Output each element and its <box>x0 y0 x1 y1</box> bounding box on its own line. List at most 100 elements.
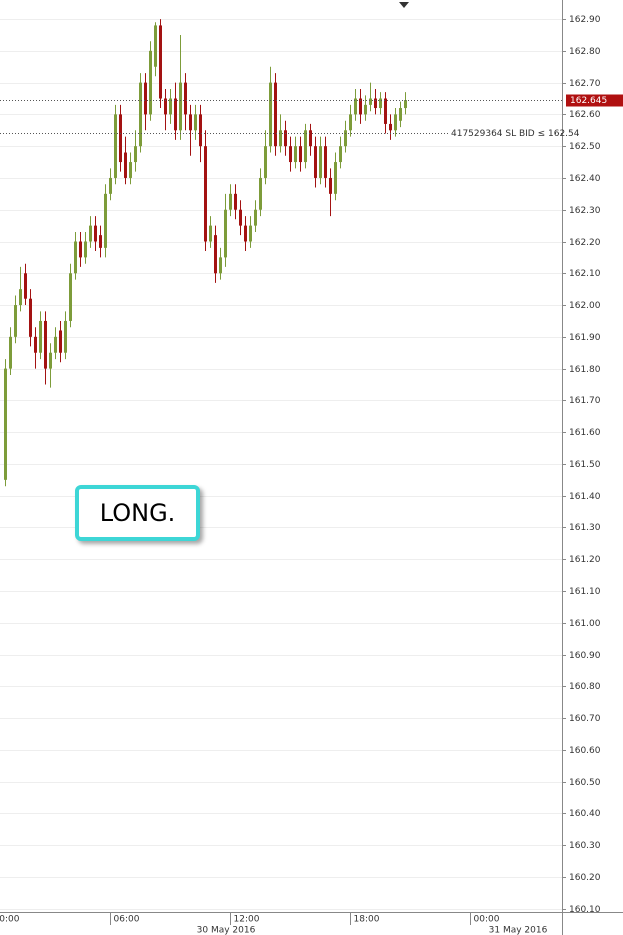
y-tick-label: 162.80 <box>569 47 601 57</box>
y-tick-label: 160.40 <box>569 809 601 819</box>
candle-body <box>299 146 302 163</box>
candle-body <box>229 193 232 210</box>
y-tick-label: 161.10 <box>569 587 601 597</box>
y-tick-label: 161.00 <box>569 619 601 629</box>
date-label: 30 May 2016 <box>197 926 256 935</box>
y-tick-label: 161.80 <box>569 365 601 375</box>
y-tick-label: 160.90 <box>569 651 601 661</box>
candle-body <box>169 98 172 115</box>
sl-label: 417529364 SL BID ≤ 162.54 <box>451 129 580 139</box>
y-tick-label: 162.90 <box>569 15 601 25</box>
candle-body <box>39 320 42 353</box>
y-tick-label: 160.80 <box>569 682 601 692</box>
candle-body <box>354 98 357 115</box>
y-tick-label: 161.40 <box>569 492 601 502</box>
candle-body <box>194 114 197 131</box>
candle-body <box>394 114 397 131</box>
candle-body <box>129 162 132 178</box>
y-tick-label: 161.60 <box>569 428 601 438</box>
candle-body <box>294 146 297 163</box>
candle-body <box>379 98 382 109</box>
candle-body <box>224 209 227 258</box>
candle-body <box>154 25 157 67</box>
candle-body <box>159 25 162 99</box>
candle-body <box>189 114 192 131</box>
y-tick-label: 160.10 <box>569 905 601 915</box>
candle-body <box>364 104 367 115</box>
x-tick-label: 18:00 <box>354 915 380 925</box>
candle-body <box>339 146 342 163</box>
candle-body <box>114 114 117 178</box>
candle-body <box>209 225 212 242</box>
y-tick-label: 162.20 <box>569 238 601 248</box>
candle-body <box>59 330 62 353</box>
candle-body <box>384 98 387 124</box>
candle-body <box>359 98 362 115</box>
y-tick-label: 160.20 <box>569 873 601 883</box>
candle-body <box>389 123 392 131</box>
candle-body <box>94 225 97 242</box>
y-tick-label: 162.70 <box>569 79 601 89</box>
candle-body <box>259 177 262 210</box>
candle-body <box>49 352 52 369</box>
y-tick-label: 161.90 <box>569 333 601 343</box>
candle-body <box>29 298 32 337</box>
candle-body <box>74 241 77 274</box>
annotation-box: LONG. <box>75 485 200 541</box>
x-tick-label: 00:00 <box>0 915 20 925</box>
candle-body <box>244 225 247 242</box>
x-tick-label: 06:00 <box>114 915 140 925</box>
candle-body <box>264 146 267 178</box>
candle-body <box>164 98 167 115</box>
x-tick-label: 00:00 <box>474 915 500 925</box>
candle-body <box>289 146 292 163</box>
candle-body <box>89 225 92 242</box>
y-tick-label: 160.30 <box>569 841 601 851</box>
candle-body <box>399 108 402 121</box>
y-tick-label: 162.30 <box>569 206 601 216</box>
candle-body <box>234 193 237 210</box>
y-tick-label: 162.00 <box>569 301 601 311</box>
candle-body <box>344 130 347 147</box>
candle-body <box>119 114 122 163</box>
candle-body <box>199 114 202 147</box>
candle-body <box>284 130 287 147</box>
candle-body <box>69 273 72 321</box>
candle-body <box>24 273 27 299</box>
candle-body <box>269 82 272 147</box>
y-tick-label: 161.70 <box>569 396 601 406</box>
candle-body <box>19 289 22 306</box>
candle-body <box>84 241 87 258</box>
candle-body <box>14 305 17 337</box>
candle-body <box>239 209 242 226</box>
current-price-label: 162.645 <box>570 96 607 106</box>
date-label: 31 May 2016 <box>489 926 548 935</box>
candle-body <box>79 241 82 258</box>
candle-body <box>254 209 257 226</box>
candle-body <box>99 235 102 248</box>
candle-body <box>54 336 57 353</box>
y-tick-label: 162.10 <box>569 269 601 279</box>
candle-body <box>64 320 67 353</box>
candle-body <box>249 225 252 242</box>
candle-body <box>204 146 207 242</box>
candle-body <box>349 114 352 131</box>
y-tick-label: 161.50 <box>569 460 601 470</box>
candle-body <box>214 235 217 274</box>
y-tick-label: 162.40 <box>569 174 601 184</box>
candle-body <box>174 98 177 131</box>
candle-body <box>109 177 112 194</box>
candle-body <box>219 257 222 274</box>
candle-body <box>44 320 47 369</box>
candle-body <box>179 82 182 131</box>
scroll-marker <box>399 2 409 8</box>
candle-body <box>4 368 7 480</box>
candle-body <box>374 98 377 109</box>
current-price-tag <box>566 94 623 107</box>
candle-body <box>139 82 142 147</box>
candle-body <box>124 152 127 178</box>
candle-body <box>304 130 307 163</box>
y-tick-label: 162.60 <box>569 110 601 120</box>
candle-body <box>319 146 322 178</box>
